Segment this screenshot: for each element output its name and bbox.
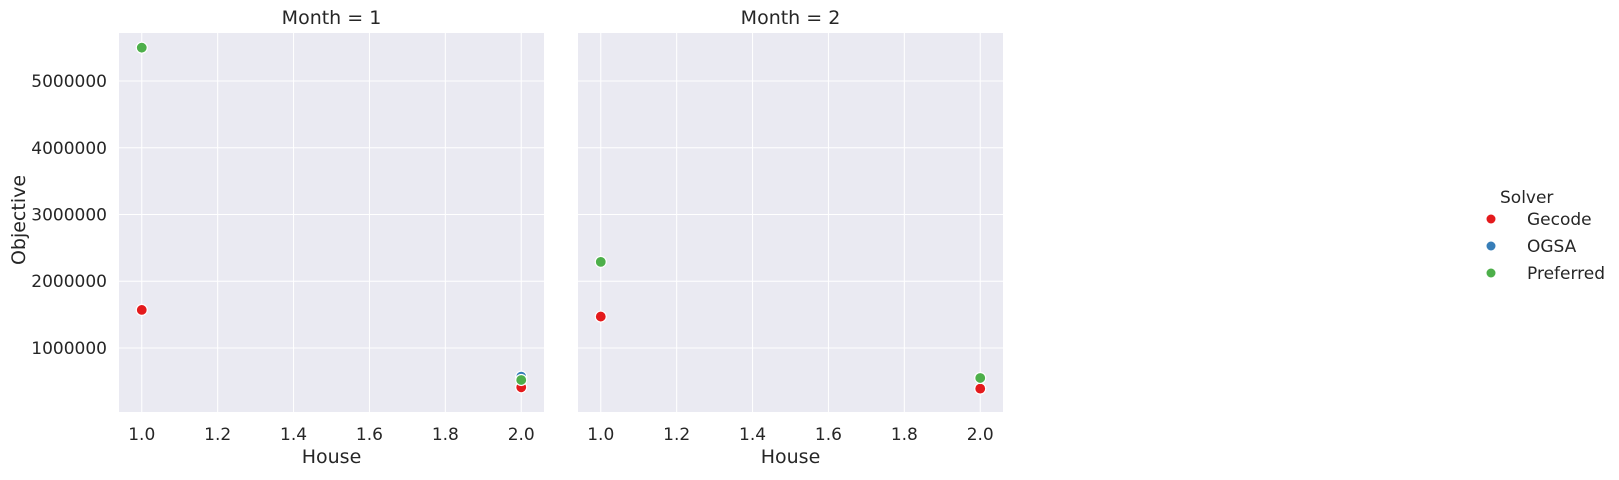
x-tick-label: 2.0 (967, 425, 994, 445)
y-tick-label: 5000000 (31, 72, 107, 92)
data-point-preferred (974, 371, 987, 385)
facet-month-2: 1.0 1.2 1.4 1.6 1.8 2.0 Month = 2 House (578, 7, 1003, 468)
x-tick-label: 1.0 (128, 425, 155, 445)
legend: Solver Gecode OGSA Preferred (1486, 188, 1605, 284)
x-tick-label: 1.8 (891, 425, 918, 445)
data-point-gecode (135, 303, 148, 317)
y-tick-label: 3000000 (31, 205, 107, 225)
x-tick-label: 1.6 (815, 425, 842, 445)
x-tick-label: 1.2 (663, 425, 690, 445)
facet-title: Month = 2 (741, 7, 841, 29)
plot-area (578, 33, 1003, 412)
legend-marker-gecode (1486, 214, 1496, 224)
x-tick-label: 1.2 (204, 425, 231, 445)
facet-month-1: 1.0 1.2 1.4 1.6 1.8 2.0 1000000 2000000 3000000 4… (31, 7, 544, 468)
plot-area (119, 33, 544, 412)
facet-title: Month = 1 (282, 7, 382, 29)
data-point-gecode (974, 382, 987, 395)
y-tick-label: 2000000 (31, 272, 107, 292)
y-tick-label: 1000000 (31, 339, 107, 359)
legend-title: Solver (1500, 188, 1553, 208)
y-tick-label: 4000000 (31, 139, 107, 159)
data-point-preferred (515, 373, 528, 387)
x-tick-label: 1.8 (432, 425, 459, 445)
x-tick-label: 1.6 (356, 425, 383, 445)
legend-marker-ogsa (1486, 241, 1496, 251)
x-tick-label: 2.0 (508, 425, 535, 445)
x-tick-label: 1.4 (280, 425, 307, 445)
x-axis-label: House (302, 446, 362, 468)
x-tick-label: 1.4 (739, 425, 766, 445)
y-axis-label: Objective (8, 175, 30, 265)
data-point-preferred (135, 41, 148, 54)
legend-label: Gecode (1527, 210, 1592, 230)
legend-marker-preferred (1486, 268, 1496, 278)
x-tick-label: 1.0 (587, 425, 614, 445)
legend-label: Preferred (1527, 264, 1605, 284)
x-axis-label: House (761, 446, 821, 468)
data-point-preferred (594, 255, 607, 268)
legend-label: OGSA (1527, 237, 1577, 257)
data-point-gecode (594, 310, 607, 323)
